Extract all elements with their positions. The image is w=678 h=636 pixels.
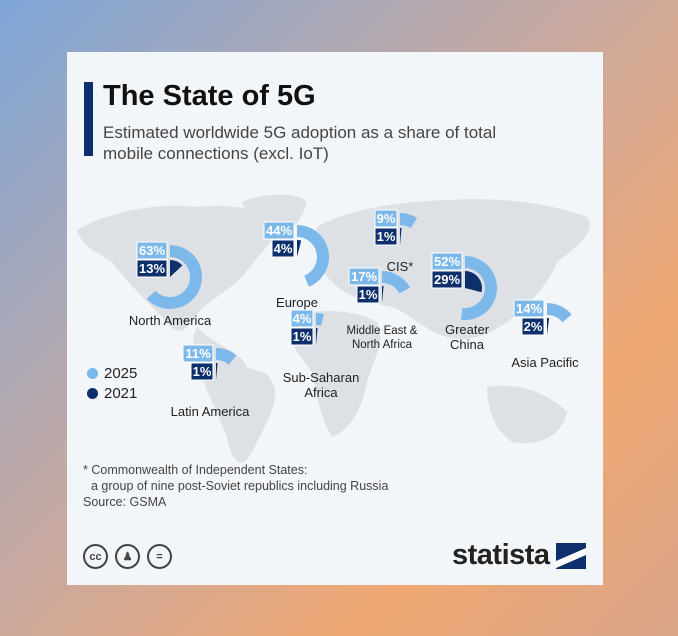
statista-logo[interactable]: statista — [452, 539, 586, 572]
arc-2025 — [146, 245, 203, 309]
gauge-5: 14% 2% Asia Pacific — [511, 299, 579, 370]
value-box-2025 — [348, 267, 380, 286]
world-map: 63%13%North America44%4%Europe9%1%CIS*17… — [77, 194, 590, 463]
value-label-2021: 1% — [377, 229, 396, 244]
value-label-2021: 29% — [434, 272, 460, 287]
continents — [77, 194, 590, 463]
region-label: Middle East & — [347, 325, 418, 337]
region-label: China — [450, 337, 485, 352]
region-label: Africa — [304, 385, 338, 400]
value-box-2025 — [263, 221, 295, 240]
value-label-2021: 1% — [193, 364, 212, 379]
arc-2025 — [547, 303, 572, 323]
value-box-2021 — [136, 259, 168, 278]
wedge-2021 — [400, 228, 402, 245]
legend-label: 2021 — [104, 385, 138, 402]
value-box-2025 — [431, 252, 463, 271]
region-label: North Africa — [352, 339, 413, 351]
value-box-2021 — [290, 327, 314, 346]
source: Source: GSMA — [83, 495, 167, 509]
value-box-2025 — [136, 241, 168, 260]
value-label-2021: 2% — [524, 319, 543, 334]
value-box-2025 — [513, 299, 545, 318]
value-box-2021 — [374, 227, 398, 246]
infographic-card: 63% 13% North America 44% 4% Europe 9% 1% CIS* 17… — [67, 52, 603, 585]
value-label-2025: 11% — [185, 346, 211, 361]
footnote-line-1: * Commonwealth of Independent States: — [83, 463, 308, 477]
footnote-line-2: a group of nine post-Soviet republics in… — [91, 479, 389, 493]
value-box-2025 — [182, 344, 214, 363]
title-accent-bar — [84, 82, 93, 156]
logo-text: statista — [452, 539, 550, 571]
region-label: Sub-Saharan — [283, 370, 360, 385]
value-label-2021: 4% — [274, 241, 293, 256]
chart-subtitle: Estimated worldwide 5G adoption as a sha… — [103, 123, 497, 163]
cc-icon[interactable]: cc — [83, 544, 108, 569]
value-label-2025: 17% — [351, 269, 377, 284]
value-label-2021: 13% — [139, 261, 165, 276]
legend-dot-2025 — [87, 368, 98, 379]
region-label: Europe — [276, 295, 318, 310]
value-label-2025: 9% — [377, 211, 396, 226]
by-icon[interactable]: ♟ — [115, 544, 140, 569]
arc-2025 — [460, 256, 497, 320]
arc-2025 — [316, 313, 324, 326]
gauge-0: 63% 13% North America — [129, 241, 212, 328]
value-label-2025: 4% — [293, 311, 312, 326]
region-label: North America — [129, 313, 212, 328]
wedge-2021 — [382, 286, 384, 303]
arc-2025 — [297, 225, 329, 287]
gauge-3: 17% 1% Middle East & North Africa — [347, 267, 418, 351]
gauge-1: 44% 4% Europe — [263, 221, 329, 310]
legend-2025: 2025 — [87, 365, 137, 382]
wedge-2021 — [216, 363, 218, 380]
value-label-2025: 63% — [139, 243, 165, 258]
legend-label: 2025 — [104, 365, 138, 382]
value-label-2025: 44% — [266, 223, 292, 238]
legend-2021: 2021 — [87, 385, 137, 402]
value-box-2025 — [290, 309, 314, 328]
value-label-2025: 52% — [434, 254, 460, 269]
statista-logo-icon — [555, 542, 586, 569]
value-label-2025: 14% — [516, 301, 542, 316]
chart-title: The State of 5G — [103, 80, 316, 112]
gauge-2: 9% 1% CIS* — [374, 209, 418, 274]
region-label: Latin America — [171, 404, 251, 419]
value-box-2025 — [374, 209, 398, 228]
nd-icon[interactable]: = — [147, 544, 172, 569]
gauge-7: 11% 1% Latin America — [171, 344, 251, 419]
legend-dot-2021 — [87, 388, 98, 399]
region-label: Greater — [445, 322, 490, 337]
value-box-2021 — [190, 362, 214, 381]
arc-2025 — [400, 213, 418, 229]
region-label: Asia Pacific — [511, 355, 579, 370]
wedge-2021 — [465, 271, 482, 293]
value-label-2021: 1% — [359, 287, 378, 302]
wedge-2021 — [297, 239, 302, 257]
region-label: CIS* — [387, 259, 414, 274]
wedge-2021 — [170, 260, 183, 277]
wedge-2021 — [316, 328, 318, 345]
arc-2025 — [216, 348, 237, 365]
wedge-2021 — [547, 318, 550, 335]
value-box-2021 — [521, 317, 545, 336]
value-box-2021 — [271, 239, 295, 258]
value-box-2021 — [356, 285, 380, 304]
value-label-2021: 1% — [293, 329, 312, 344]
value-box-2021 — [431, 270, 463, 289]
arc-2025 — [382, 271, 411, 294]
